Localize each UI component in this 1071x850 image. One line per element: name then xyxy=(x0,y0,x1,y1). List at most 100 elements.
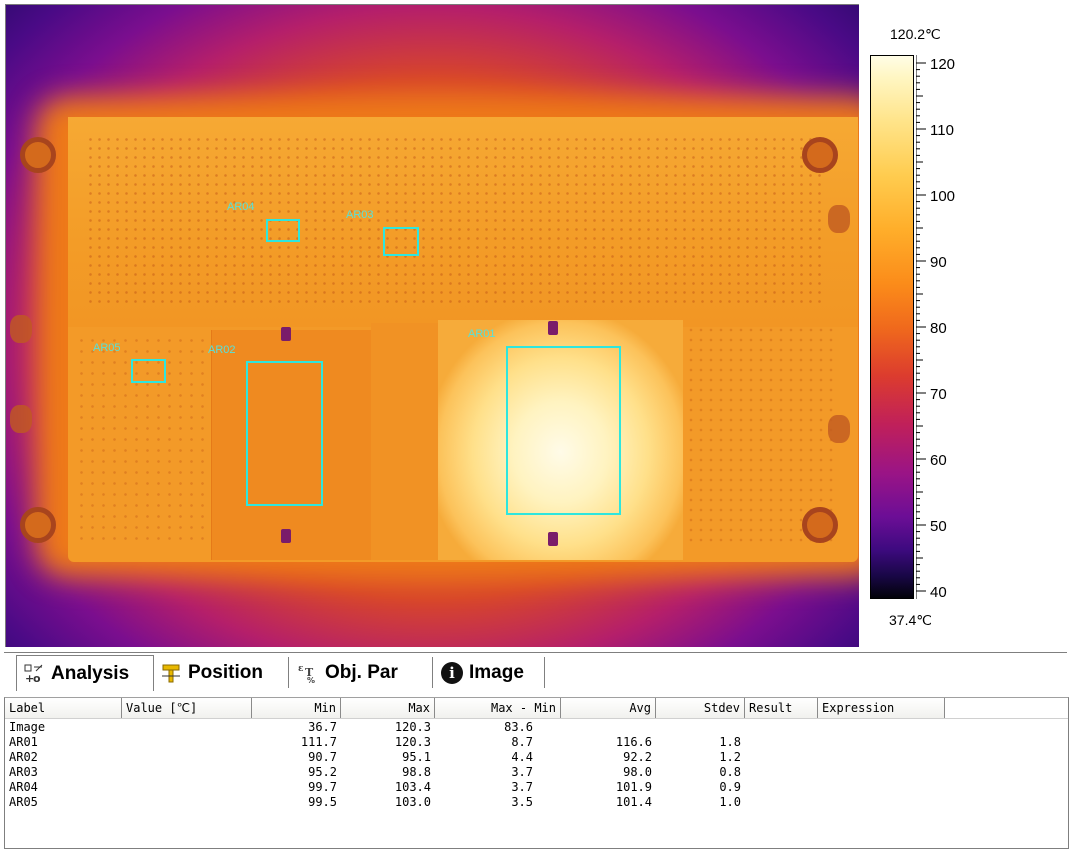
scale-tick-label: 70 xyxy=(930,386,947,403)
roi-ar01-label: AR01 xyxy=(468,328,496,340)
info-icon: i xyxy=(441,662,463,684)
tab-image[interactable]: i Image xyxy=(435,657,545,688)
column-header-expression[interactable]: Expression xyxy=(818,698,945,718)
svg-text:o: o xyxy=(33,672,41,685)
tab-analysis-label: Analysis xyxy=(51,663,129,685)
tab-obj-par-label: Obj. Par xyxy=(325,662,398,684)
roi-ar03-label: AR03 xyxy=(346,209,374,221)
column-header-max[interactable]: Max xyxy=(341,698,435,718)
connector-blob xyxy=(10,315,32,343)
roi-ar02-label: AR02 xyxy=(208,344,236,356)
column-header-max-minus-min[interactable]: Max - Min xyxy=(435,698,561,718)
roi-ar02-box[interactable] xyxy=(246,361,323,506)
table-row[interactable]: AR01 111.7 120.3 8.7 116.6 1.8 xyxy=(5,735,945,750)
table-row[interactable]: AR04 99.7 103.4 3.7 101.9 0.9 xyxy=(5,780,945,795)
column-header-label[interactable]: Label xyxy=(5,698,122,718)
cell-min: 111.7 xyxy=(252,735,341,750)
column-header-stdev[interactable]: Stdev xyxy=(656,698,745,718)
tab-image-label: Image xyxy=(469,662,524,684)
cell-max-minus-min: 8.7 xyxy=(435,735,561,750)
mount-hole xyxy=(20,137,56,173)
scale-tick-label: 80 xyxy=(930,320,947,337)
cell-avg: 98.0 xyxy=(561,765,656,780)
color-scale-bar[interactable] xyxy=(870,55,914,599)
cell-stdev xyxy=(656,720,745,735)
analysis-table[interactable]: Label Value [℃] Min Max Max - Min Avg St… xyxy=(4,697,1069,849)
cell-max-minus-min: 4.4 xyxy=(435,750,561,765)
cell-label: AR01 xyxy=(5,735,122,750)
cell-max: 120.3 xyxy=(341,735,435,750)
table-row[interactable]: AR02 90.7 95.1 4.4 92.2 1.2 xyxy=(5,750,945,765)
board-pad-strip xyxy=(371,323,441,560)
cell-stdev: 1.0 xyxy=(656,795,745,810)
cell-max: 98.8 xyxy=(341,765,435,780)
roi-ar04-label: AR04 xyxy=(227,201,255,213)
mount-hole xyxy=(802,507,838,543)
via-notch xyxy=(281,327,291,341)
cell-result xyxy=(745,780,818,795)
table-row[interactable]: Image 36.7 120.3 83.6 xyxy=(5,720,945,735)
tab-position-label: Position xyxy=(188,662,263,684)
table-header: Label Value [℃] Min Max Max - Min Avg St… xyxy=(5,698,1068,719)
column-header-min[interactable]: Min xyxy=(252,698,341,718)
cell-max: 103.4 xyxy=(341,780,435,795)
cell-label: Image xyxy=(5,720,122,735)
column-header-result[interactable]: Result xyxy=(745,698,818,718)
cell-result xyxy=(745,735,818,750)
cell-stdev: 0.9 xyxy=(656,780,745,795)
cell-min: 99.7 xyxy=(252,780,341,795)
svg-text:%: % xyxy=(307,676,315,684)
cell-max-minus-min: 83.6 xyxy=(435,720,561,735)
cell-stdev: 0.8 xyxy=(656,765,745,780)
cell-label: AR04 xyxy=(5,780,122,795)
svg-text:ε: ε xyxy=(298,664,303,674)
cell-label: AR02 xyxy=(5,750,122,765)
column-header-value[interactable]: Value [℃] xyxy=(122,698,252,718)
table-body: Image 36.7 120.3 83.6 AR01 111.7 120.3 8.7 116.6… xyxy=(5,720,945,810)
cell-avg xyxy=(561,720,656,735)
cell-label: AR03 xyxy=(5,765,122,780)
object-parameters-icon: ε T % xyxy=(297,662,319,684)
roi-ar05-box[interactable] xyxy=(131,359,166,383)
position-icon xyxy=(160,662,182,684)
cell-max-minus-min: 3.7 xyxy=(435,765,561,780)
scale-tick-label: 120 xyxy=(930,56,955,73)
tab-bar: + o Analysis Position ε T % Obj. Par i I… xyxy=(4,652,1067,693)
cell-max: 120.3 xyxy=(341,720,435,735)
tab-obj-par[interactable]: ε T % Obj. Par xyxy=(291,657,433,688)
cell-expression xyxy=(818,765,945,780)
cell-max: 103.0 xyxy=(341,795,435,810)
roi-ar04-box[interactable] xyxy=(266,219,300,242)
thermal-image[interactable]: AR01 AR02 AR03 AR04 AR05 xyxy=(5,4,859,647)
board-components xyxy=(86,135,826,305)
scale-tick-label: 100 xyxy=(930,188,955,205)
table-row[interactable]: AR05 99.5 103.0 3.5 101.4 1.0 xyxy=(5,795,945,810)
scale-max-label: 120.2℃ xyxy=(890,26,941,43)
cell-result xyxy=(745,750,818,765)
roi-ar03-box[interactable] xyxy=(383,227,419,256)
cell-value xyxy=(122,735,252,750)
cell-expression xyxy=(818,750,945,765)
cell-expression xyxy=(818,795,945,810)
connector-blob xyxy=(828,415,850,443)
cell-max-minus-min: 3.7 xyxy=(435,780,561,795)
column-header-avg[interactable]: Avg xyxy=(561,698,656,718)
via-notch xyxy=(281,529,291,543)
cell-max-minus-min: 3.5 xyxy=(435,795,561,810)
cell-value xyxy=(122,720,252,735)
cell-avg: 92.2 xyxy=(561,750,656,765)
roi-ar01-box[interactable] xyxy=(506,346,621,515)
tab-analysis[interactable]: + o Analysis xyxy=(16,655,154,691)
connector-blob xyxy=(828,205,850,233)
cell-value xyxy=(122,780,252,795)
table-row[interactable]: AR03 95.2 98.8 3.7 98.0 0.8 xyxy=(5,765,945,780)
mount-hole xyxy=(20,507,56,543)
scale-min-label: 37.4℃ xyxy=(889,612,932,629)
cell-avg: 101.4 xyxy=(561,795,656,810)
scale-tick-label: 40 xyxy=(930,584,947,599)
cell-min: 95.2 xyxy=(252,765,341,780)
tab-position[interactable]: Position xyxy=(154,657,289,688)
cell-expression xyxy=(818,720,945,735)
analysis-icon: + o xyxy=(23,663,45,685)
cell-value xyxy=(122,765,252,780)
